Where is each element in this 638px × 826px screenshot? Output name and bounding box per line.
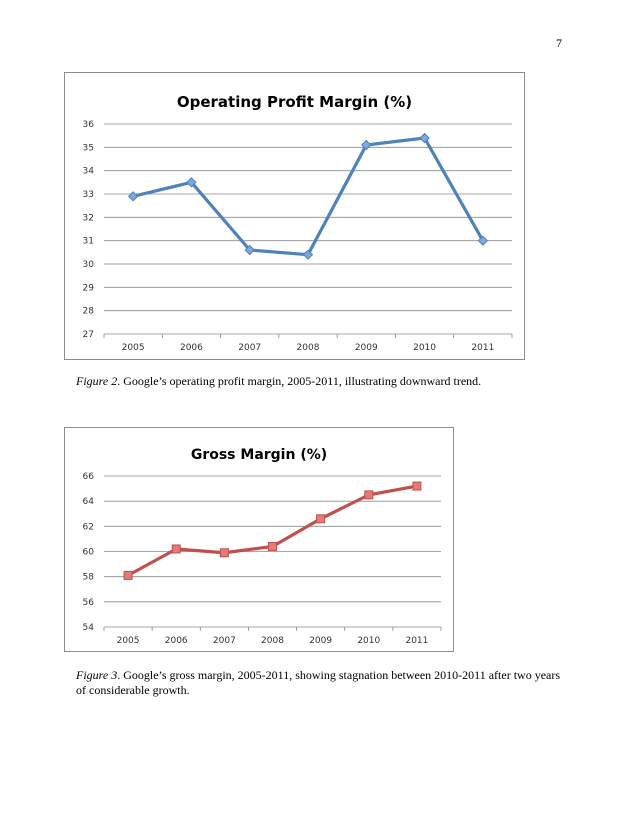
page-number: 7 — [556, 36, 562, 50]
x-tick-label: 2008 — [261, 636, 284, 646]
chart-title: Gross Margin (%) — [191, 447, 327, 463]
y-tick-label: 36 — [83, 120, 95, 130]
y-tick-label: 58 — [83, 573, 95, 583]
chart-title: Operating Profit Margin (%) — [177, 93, 412, 111]
y-tick-label: 35 — [83, 143, 94, 153]
data-point — [171, 544, 181, 554]
data-point — [219, 548, 229, 558]
chart-svg: Gross Margin (%) 54 56 58 60 62 64 66 2005 2006 20… — [83, 447, 442, 646]
y-tick-label: 31 — [83, 237, 94, 247]
y-tick-label: 56 — [83, 598, 95, 608]
x-tick-label: 2006 — [180, 343, 203, 353]
y-tick-label: 34 — [83, 167, 95, 177]
chart-svg: Operating Profit Margin (%) 27 28 29 30 31 32 3… — [83, 93, 513, 353]
x-tick-label: 2005 — [122, 343, 145, 353]
y-tick-label: 30 — [83, 260, 95, 270]
y-tick-label: 60 — [83, 548, 95, 558]
y-tick-label: 28 — [83, 307, 95, 317]
data-point — [412, 481, 422, 491]
data-point — [316, 514, 326, 524]
figure-3-label: Figure 3 — [76, 668, 118, 682]
x-tick-label: 2006 — [165, 636, 188, 646]
x-tick-label: 2010 — [357, 636, 380, 646]
data-point — [127, 191, 139, 202]
data-point — [419, 132, 430, 144]
y-tick-label: 64 — [83, 497, 95, 507]
figure-2-text: . Google’s operating profit margin, 2005… — [117, 374, 482, 388]
y-tick-label: 29 — [83, 283, 95, 293]
figure-3-caption: Figure 3. Google’s gross margin, 2005-20… — [76, 668, 566, 698]
x-tick-label: 2009 — [355, 343, 378, 353]
series-line — [127, 484, 418, 577]
data-point — [477, 235, 489, 246]
figure-3-text: . Google’s gross margin, 2005-2011, show… — [76, 668, 561, 697]
y-tick-label: 27 — [83, 330, 94, 340]
data-point — [361, 139, 372, 151]
x-tick-label: 2011 — [405, 636, 428, 646]
operating-profit-margin-chart: Operating Profit Margin (%) 27 28 29 30 31 32 3… — [64, 72, 525, 360]
data-point — [268, 541, 277, 551]
x-tick-label: 2011 — [471, 343, 494, 353]
data-point — [186, 177, 197, 188]
figure-2-caption: Figure 2. Google’s operating profit marg… — [76, 374, 566, 389]
y-tick-label: 54 — [83, 623, 95, 633]
y-tick-label: 33 — [83, 190, 94, 200]
y-tick-label: 32 — [83, 213, 94, 223]
data-point — [302, 249, 314, 260]
x-tick-label: 2007 — [238, 343, 261, 353]
series-line — [132, 136, 485, 257]
data-point — [123, 570, 133, 580]
figure-2-label: Figure 2 — [76, 374, 118, 388]
gross-margin-chart: Gross Margin (%) 54 56 58 60 62 64 66 2005 2006 20… — [64, 427, 454, 652]
x-tick-label: 2007 — [213, 636, 236, 646]
data-point — [364, 490, 374, 500]
data-point — [244, 244, 255, 256]
y-tick-label: 66 — [83, 472, 95, 482]
y-tick-label: 62 — [83, 522, 94, 532]
x-tick-label: 2008 — [297, 343, 320, 353]
x-tick-label: 2009 — [309, 636, 332, 646]
x-tick-label: 2010 — [413, 343, 436, 353]
x-tick-label: 2005 — [117, 636, 140, 646]
